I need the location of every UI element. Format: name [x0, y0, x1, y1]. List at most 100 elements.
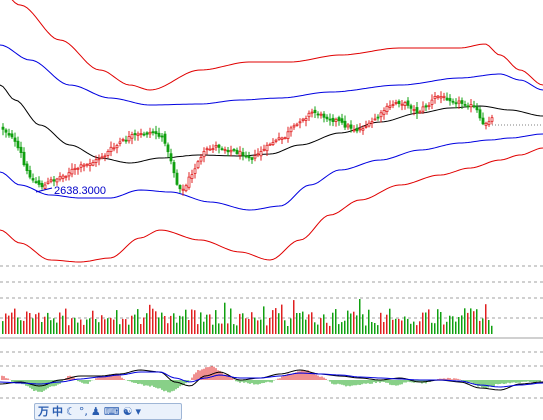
macd-line-dif [0, 369, 543, 391]
volume-bar [413, 321, 415, 334]
keyboard-icon[interactable]: ⌨ [103, 405, 120, 418]
candle-body [40, 182, 44, 188]
volume-bar [431, 322, 433, 334]
price-candle [355, 124, 359, 134]
price-candle [268, 142, 272, 146]
candle-body [76, 167, 80, 170]
candle-body [220, 148, 224, 151]
price-candle [328, 113, 332, 126]
price-candle [439, 91, 443, 104]
price-candle [445, 92, 449, 101]
price-candle [274, 138, 278, 144]
candle-body [289, 127, 293, 133]
candle-body [178, 184, 182, 190]
price-candle [148, 127, 152, 138]
price-candle [34, 177, 38, 184]
volume-bar [188, 320, 190, 334]
candle-body [4, 129, 8, 133]
skin-icon[interactable]: ☯ [122, 405, 133, 418]
price-candle [127, 131, 131, 144]
candle-body [424, 105, 428, 108]
volume-bar [71, 318, 73, 334]
price-candle [181, 184, 185, 196]
price-candle [163, 131, 167, 147]
price-candle [37, 176, 41, 188]
candle-body [91, 161, 95, 166]
price-candle [295, 122, 299, 127]
price-candle [325, 114, 329, 122]
price-candle [241, 147, 245, 161]
volume-bar [398, 318, 400, 334]
volume-bar [17, 317, 19, 334]
price-candle [67, 167, 71, 181]
volume-bar [479, 320, 481, 334]
volume-bar [251, 312, 253, 334]
candle-body [79, 164, 83, 168]
volume-bar [491, 325, 493, 334]
volume-bar [185, 309, 187, 334]
candle-body [265, 144, 269, 152]
price-candle [337, 115, 341, 126]
volume-bar [101, 315, 103, 334]
volume-bar [434, 323, 436, 334]
volume-bar [353, 311, 355, 334]
user-icon[interactable]: ♟ [90, 405, 101, 418]
volume-bar [212, 324, 214, 334]
candle-body [409, 105, 413, 109]
volume-bar [65, 308, 67, 334]
price-candle [472, 100, 476, 109]
price-candle [13, 132, 17, 147]
price-candle [265, 142, 269, 156]
price-candle [406, 97, 410, 109]
price-candle [310, 108, 314, 118]
volume-bar [20, 320, 22, 334]
volume-bar [293, 300, 295, 334]
candle-body [88, 163, 92, 166]
candle-body [64, 175, 68, 178]
price-candle [10, 130, 14, 139]
ime-mode-toggle[interactable]: 中 [52, 405, 63, 418]
volume-bar [173, 313, 175, 334]
candle-body [388, 105, 392, 108]
candle-body [22, 151, 26, 166]
price-candle [289, 125, 293, 137]
candle-body [364, 126, 368, 128]
candle-body [304, 118, 308, 121]
candle-body [481, 117, 485, 125]
candle-body [112, 147, 116, 150]
price-candle [133, 129, 137, 141]
candle-body [256, 153, 260, 156]
ime-logo[interactable]: 万 [38, 405, 49, 418]
candle-body [490, 117, 494, 122]
candle-body [187, 176, 191, 188]
volume-bar [314, 322, 316, 334]
dropdown-icon[interactable]: ▾ [135, 405, 142, 418]
price-candle [16, 136, 20, 151]
price-candle [448, 94, 452, 106]
moon-icon[interactable]: ☾ [66, 405, 76, 418]
volume-bar [203, 321, 205, 334]
candle-body [391, 104, 395, 106]
volume-bar [59, 312, 61, 334]
candle-body [379, 112, 383, 118]
candle-body [487, 121, 491, 125]
candle-body [283, 137, 287, 140]
degree-icon[interactable]: °, [78, 405, 88, 418]
candle-body [478, 109, 482, 119]
candle-body [241, 152, 245, 156]
candle-body [298, 121, 302, 124]
candle-body [94, 159, 98, 163]
candle-body [346, 124, 350, 128]
candle-body [439, 96, 443, 99]
candle-body [217, 144, 221, 148]
candle-body [121, 138, 125, 141]
volume-bar [374, 323, 376, 334]
ime-toolbar[interactable]: 万 中 ☾ °, ♟ ⌨ ☯ ▾ [34, 403, 182, 420]
volume-bar [179, 315, 181, 334]
candle-body [235, 149, 239, 155]
volume-bar [416, 325, 418, 334]
price-candle [22, 147, 26, 167]
volume-bar [56, 322, 58, 334]
middle-line [0, 84, 543, 164]
volume-bar [197, 324, 199, 334]
